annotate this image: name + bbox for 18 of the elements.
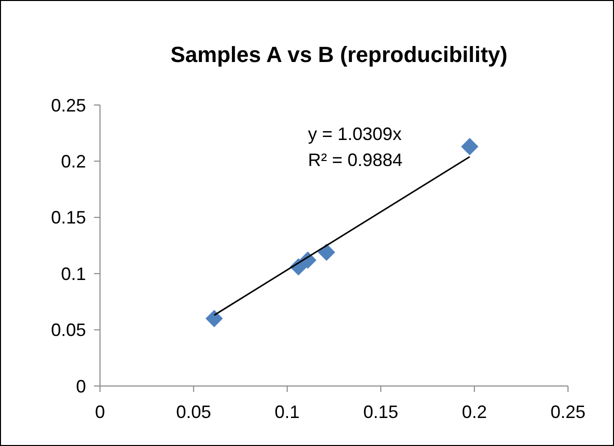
- y-tick-label: 0.1: [60, 264, 86, 284]
- x-tick-label: 0.25: [550, 402, 586, 422]
- x-tick-label: 0: [94, 402, 106, 422]
- x-tick-label: 0.15: [363, 402, 398, 422]
- y-tick-label: 0.05: [50, 320, 86, 340]
- y-tick-label: 0.2: [60, 152, 86, 172]
- chart-title: Samples A vs B (reproducibility): [170, 42, 508, 67]
- y-tick-label: 0.25: [50, 95, 86, 116]
- x-tick-label: 0.1: [274, 402, 300, 422]
- y-tick-label: 0: [76, 376, 86, 396]
- point: [206, 310, 223, 328]
- annotation: R² = 0.9884: [308, 150, 403, 170]
- x-tick-label: 0.2: [462, 402, 487, 422]
- point: [461, 138, 478, 156]
- x-tick-label: 0.05: [176, 402, 212, 422]
- y-tick-label: 0.15: [50, 208, 86, 228]
- point: [318, 244, 336, 261]
- annotation: y = 1.0309x: [308, 124, 402, 144]
